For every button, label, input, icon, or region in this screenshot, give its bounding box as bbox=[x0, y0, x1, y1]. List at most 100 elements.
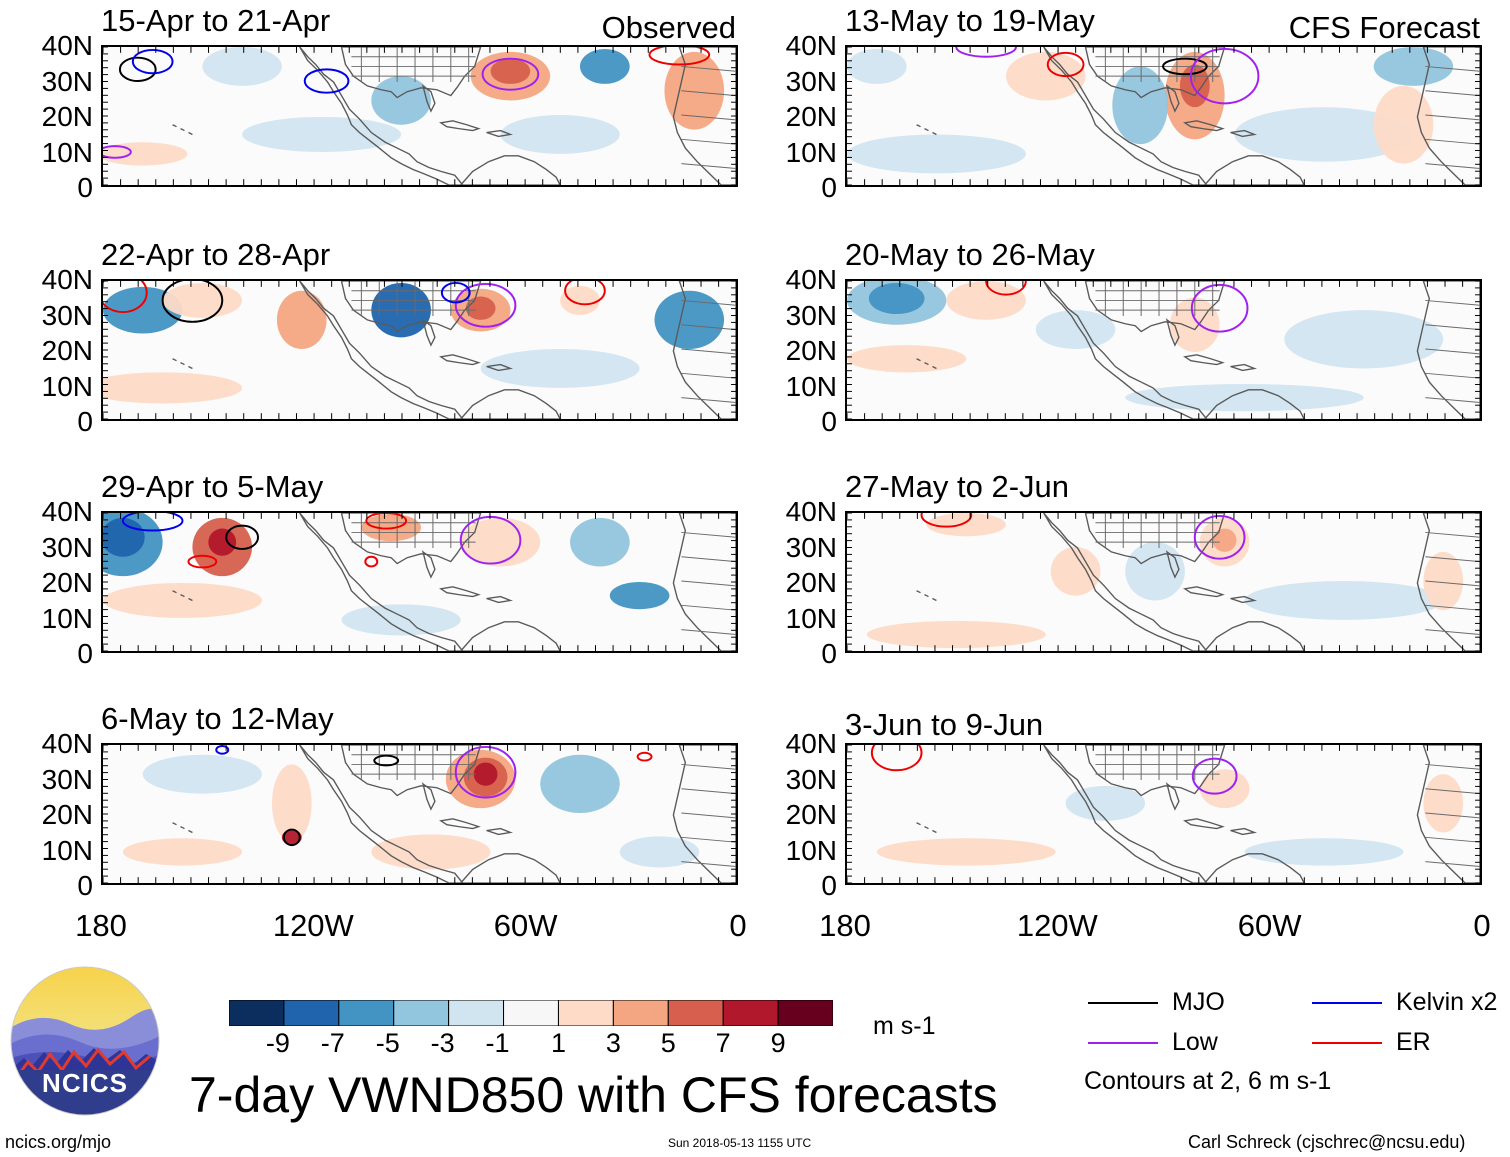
coastline bbox=[459, 853, 561, 883]
lat-label: 20N bbox=[41, 567, 93, 598]
wave-contour bbox=[118, 56, 157, 82]
colorbar-tick-label: -3 bbox=[430, 1028, 455, 1058]
country-boundary bbox=[681, 138, 736, 145]
lon-label: 180 bbox=[75, 908, 127, 943]
lat-label: 10N bbox=[41, 370, 93, 402]
coastline bbox=[1416, 745, 1480, 883]
country-boundary bbox=[1425, 836, 1480, 843]
coastline bbox=[1183, 354, 1225, 366]
map-canvas bbox=[847, 513, 1480, 651]
anomaly-shading bbox=[1212, 528, 1237, 552]
coastline bbox=[1084, 281, 1226, 333]
wave-contour bbox=[1162, 57, 1208, 76]
country-boundary bbox=[681, 788, 736, 795]
lat-label: 10N bbox=[785, 602, 837, 634]
wave-contour bbox=[1193, 514, 1246, 560]
coastline bbox=[340, 513, 482, 565]
anomaly-shading bbox=[208, 528, 237, 556]
wave-contour bbox=[103, 145, 132, 159]
country-boundary bbox=[681, 90, 736, 97]
coastline bbox=[916, 124, 937, 136]
country-boundary bbox=[1425, 556, 1480, 563]
lat-label: 20N bbox=[785, 101, 837, 132]
anomaly-shading bbox=[271, 764, 312, 843]
colorbar-tick-label: -9 bbox=[265, 1028, 290, 1058]
country-boundary bbox=[1425, 580, 1480, 587]
coastline bbox=[1084, 513, 1226, 565]
coastline bbox=[916, 590, 937, 602]
wave-contour bbox=[1191, 757, 1238, 795]
anomaly-shading bbox=[560, 285, 600, 316]
anomaly-shading bbox=[1050, 547, 1101, 596]
lat-label: 10N bbox=[41, 602, 93, 634]
map-panel bbox=[101, 511, 738, 653]
wave-contour bbox=[920, 513, 973, 528]
lat-label: 0 bbox=[77, 638, 93, 669]
anomaly-shading bbox=[609, 582, 670, 610]
anomaly-shading bbox=[1125, 384, 1364, 412]
lon-label: 0 bbox=[729, 908, 747, 943]
wave-contour bbox=[215, 745, 230, 755]
country-boundary bbox=[681, 114, 736, 121]
wave-contour bbox=[121, 513, 184, 532]
coastline bbox=[421, 782, 436, 811]
colorbar-swatch bbox=[557, 999, 614, 1027]
wave-contour bbox=[454, 282, 517, 328]
anomaly-shading bbox=[500, 115, 620, 154]
map-panel bbox=[845, 45, 1482, 187]
coastline bbox=[1416, 513, 1480, 651]
country-boundary bbox=[1425, 531, 1480, 538]
coastline bbox=[1203, 155, 1305, 185]
lat-label: 20N bbox=[41, 101, 93, 132]
colorbar-swatch bbox=[228, 999, 285, 1027]
colorbar-swatch bbox=[338, 999, 395, 1027]
coastline bbox=[459, 389, 561, 419]
main-title: 7-day VWND850 with CFS forecasts bbox=[189, 1067, 998, 1123]
map-canvas bbox=[103, 47, 736, 185]
anomaly-shading bbox=[371, 834, 491, 870]
footer-author: Carl Schreck (cjschrec@ncsu.edu) bbox=[1188, 1132, 1466, 1152]
map-canvas bbox=[103, 281, 736, 419]
anomaly-shading bbox=[579, 48, 630, 84]
coastline bbox=[1165, 550, 1180, 579]
legend-line bbox=[1088, 1042, 1158, 1044]
anomaly-shading bbox=[1423, 774, 1464, 833]
lat-label: 40N bbox=[785, 728, 837, 759]
anomaly-shading bbox=[847, 134, 1026, 174]
colorbar bbox=[228, 999, 834, 1027]
panel-title: 3-Jun to 9-Jun bbox=[845, 707, 1044, 742]
lat-label: 10N bbox=[41, 136, 93, 168]
lat-label: 30N bbox=[41, 299, 93, 331]
legend-label: MJO bbox=[1172, 988, 1225, 1016]
coastline bbox=[340, 47, 482, 99]
country-boundary bbox=[1425, 348, 1480, 355]
wave-contour bbox=[161, 281, 224, 323]
anomaly-shading bbox=[1373, 47, 1454, 86]
legend-line bbox=[1088, 1002, 1158, 1004]
lat-label: 40N bbox=[785, 30, 837, 61]
lat-label: 40N bbox=[785, 264, 837, 295]
country-boundary bbox=[681, 397, 736, 403]
lat-label: 10N bbox=[785, 370, 837, 402]
anomaly-shading bbox=[619, 836, 700, 868]
anomaly-shading bbox=[276, 290, 327, 350]
anomaly-shading bbox=[1423, 551, 1464, 611]
map-panel bbox=[845, 743, 1482, 885]
legend-label: Low bbox=[1172, 1028, 1218, 1056]
contour-note: Contours at 2, 6 m s-1 bbox=[1084, 1067, 1332, 1095]
lon-label: 60W bbox=[493, 908, 558, 943]
anomaly-shading bbox=[1284, 310, 1444, 369]
colorbar-tick-label: 9 bbox=[770, 1028, 786, 1058]
coastline bbox=[1084, 745, 1226, 797]
coastline bbox=[672, 513, 736, 651]
country-boundary bbox=[1425, 629, 1480, 635]
map-panel bbox=[845, 279, 1482, 421]
colorbar-swatch bbox=[503, 999, 559, 1027]
colorbar-units: m s-1 bbox=[873, 1012, 936, 1040]
coastline bbox=[1165, 84, 1180, 113]
coastline bbox=[1203, 389, 1305, 419]
lat-label: 30N bbox=[785, 299, 837, 331]
map-canvas bbox=[847, 745, 1480, 883]
coastline bbox=[172, 358, 193, 370]
coastline bbox=[672, 281, 736, 419]
